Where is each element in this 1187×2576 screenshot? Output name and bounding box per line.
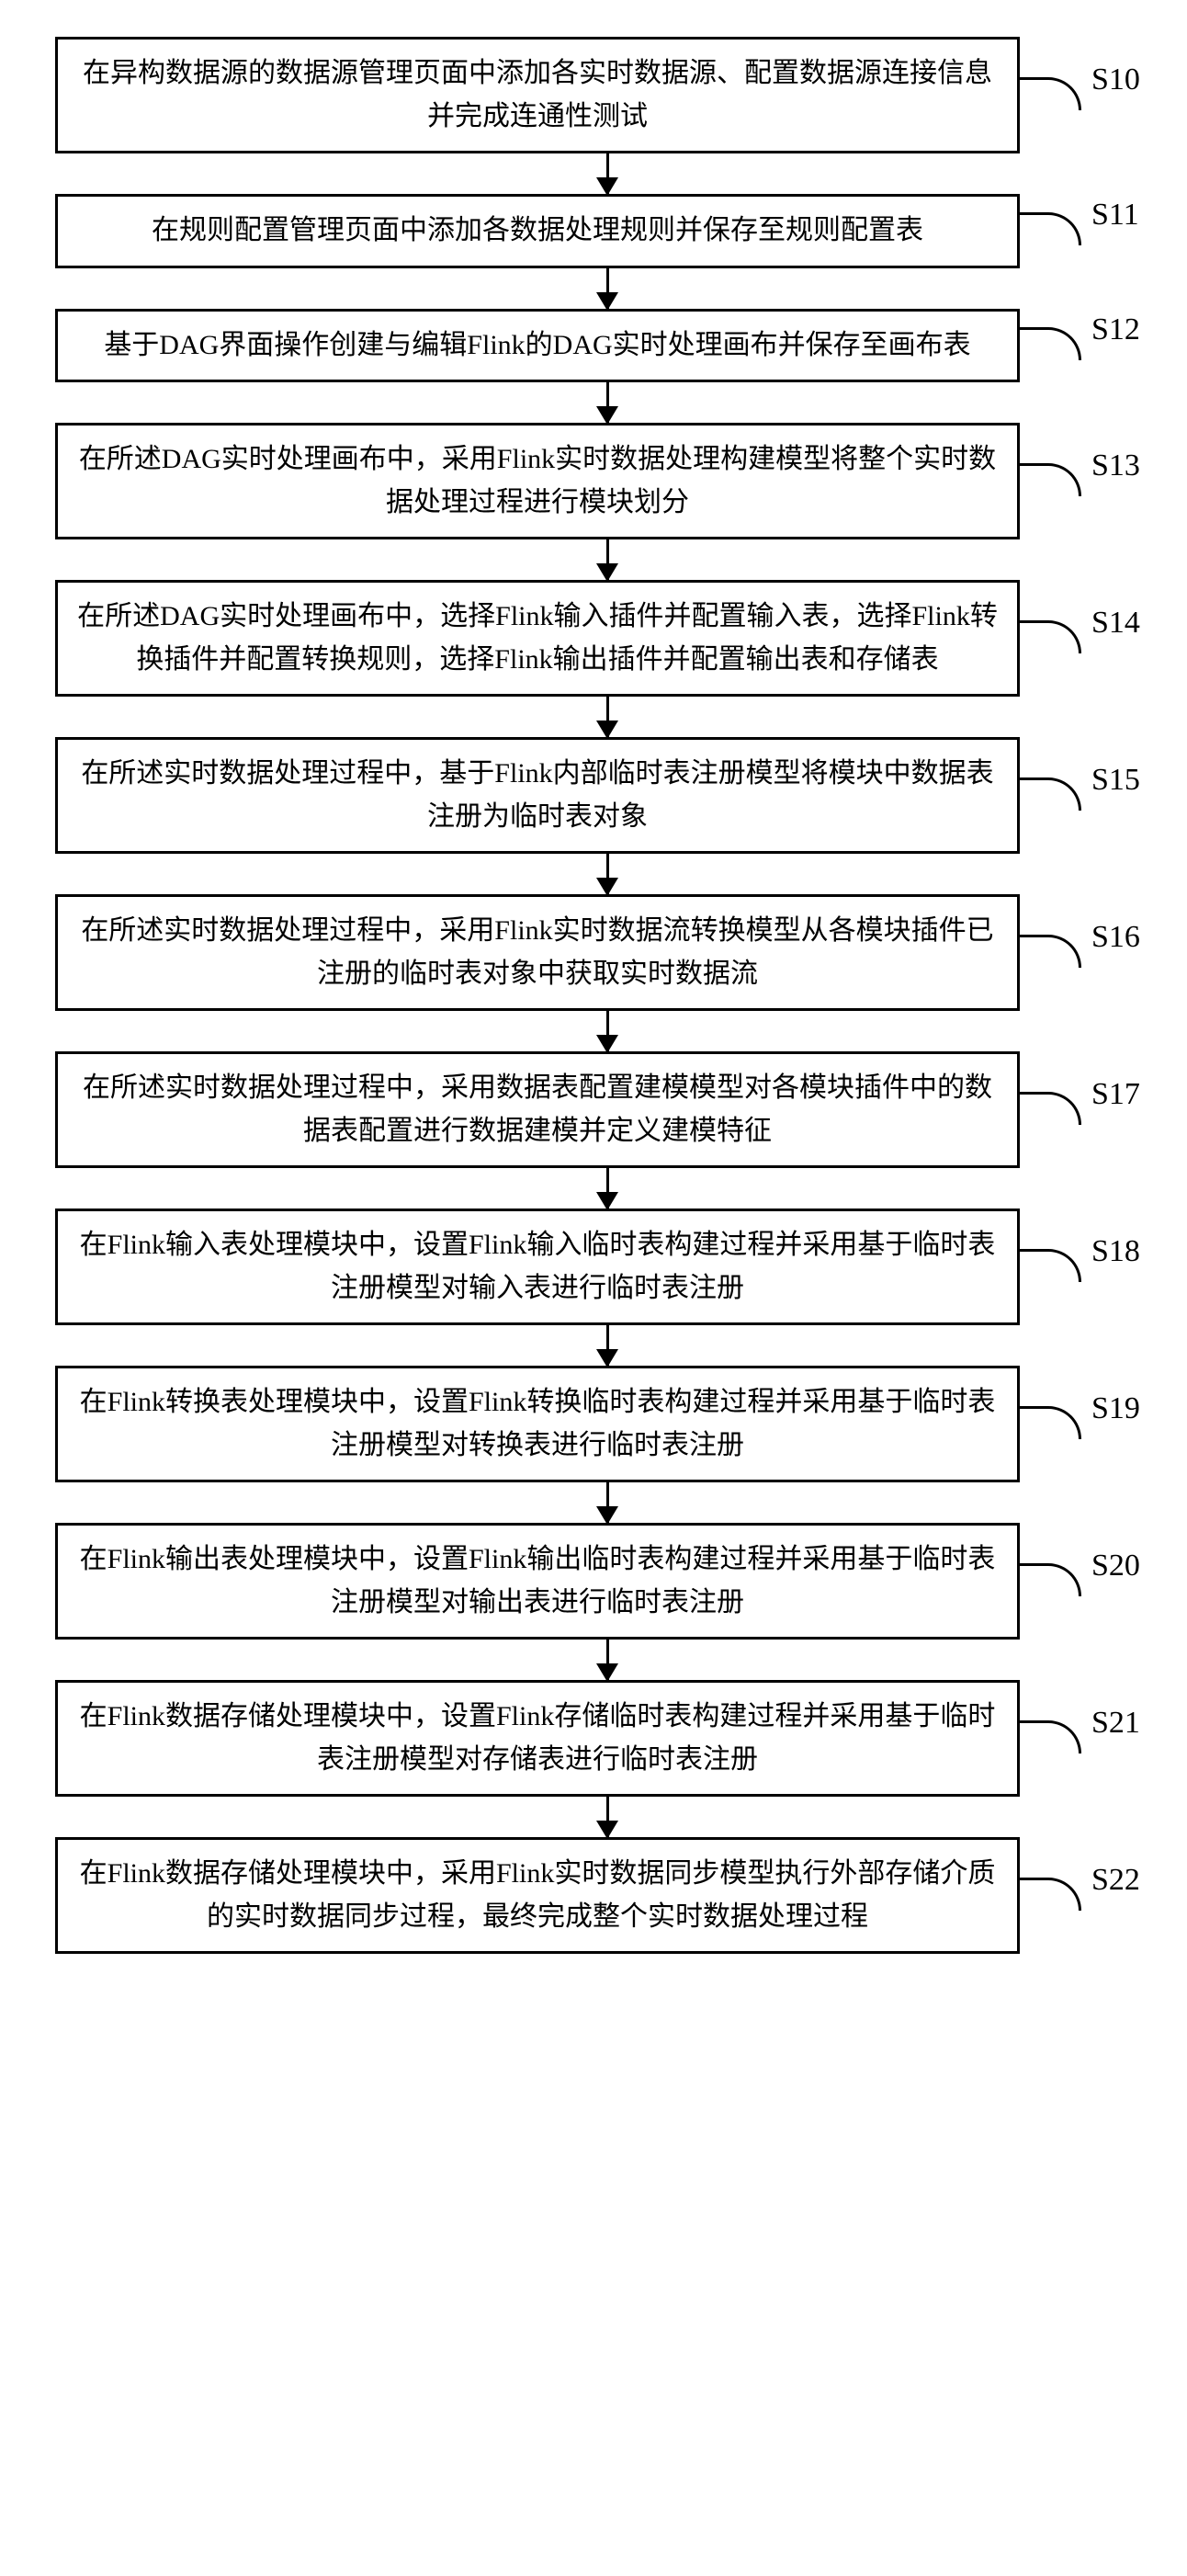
arrow	[125, 697, 1090, 737]
label-column: S17	[1020, 1083, 1159, 1138]
step-row: 在Flink数据存储处理模块中，采用Flink实时数据同步模型执行外部存储介质的…	[28, 1837, 1159, 1954]
arrow-head-icon	[596, 878, 618, 896]
label-column: S13	[1020, 454, 1159, 509]
step-label: S17	[1091, 1077, 1140, 1112]
step-box: 在所述实时数据处理过程中，采用Flink实时数据流转换模型从各模块插件已注册的临…	[55, 894, 1020, 1011]
arrow	[125, 854, 1090, 894]
step-row: 在所述实时数据处理过程中，采用Flink实时数据流转换模型从各模块插件已注册的临…	[28, 894, 1159, 1011]
step-box: 在Flink数据存储处理模块中，采用Flink实时数据同步模型执行外部存储介质的…	[55, 1837, 1020, 1954]
arrow-head-icon	[596, 1663, 618, 1682]
step-label: S20	[1091, 1549, 1140, 1583]
arrow	[125, 382, 1090, 423]
label-column: S19	[1020, 1397, 1159, 1452]
step-box: 在所述DAG实时处理画布中，采用Flink实时数据处理构建模型将整个实时数据处理…	[55, 423, 1020, 539]
step-label: S18	[1091, 1234, 1140, 1269]
step-box: 在所述实时数据处理过程中，采用数据表配置建模模型对各模块插件中的数据表配置进行数…	[55, 1051, 1020, 1168]
step-row: 在所述DAG实时处理画布中，选择Flink输入插件并配置输入表，选择Flink转…	[28, 580, 1159, 697]
step-label: S10	[1091, 62, 1140, 97]
connector-curve	[1017, 1406, 1081, 1439]
arrow	[125, 153, 1090, 194]
connector-curve	[1017, 77, 1081, 110]
step-label: S12	[1091, 312, 1140, 347]
arrow-head-icon	[596, 721, 618, 739]
step-box: 在所述DAG实时处理画布中，选择Flink输入插件并配置输入表，选择Flink转…	[55, 580, 1020, 697]
step-box: 在Flink输出表处理模块中，设置Flink输出临时表构建过程并采用基于临时表注…	[55, 1523, 1020, 1640]
arrow-head-icon	[596, 1349, 618, 1367]
label-column: S21	[1020, 1711, 1159, 1766]
arrow	[125, 1482, 1090, 1523]
connector-curve	[1017, 777, 1081, 811]
label-column: S20	[1020, 1554, 1159, 1609]
label-column: S14	[1020, 611, 1159, 666]
arrow	[125, 1797, 1090, 1837]
step-label: S16	[1091, 920, 1140, 955]
label-column: S15	[1020, 768, 1159, 823]
arrow-head-icon	[596, 292, 618, 311]
arrow	[125, 1325, 1090, 1366]
connector-curve	[1017, 1249, 1081, 1282]
arrow	[125, 539, 1090, 580]
connector-curve	[1017, 327, 1081, 360]
label-column: S16	[1020, 925, 1159, 981]
step-row: 在Flink输出表处理模块中，设置Flink输出临时表构建过程并采用基于临时表注…	[28, 1523, 1159, 1640]
step-row: 在所述DAG实时处理画布中，采用Flink实时数据处理构建模型将整个实时数据处理…	[28, 423, 1159, 539]
step-box: 在异构数据源的数据源管理页面中添加各实时数据源、配置数据源连接信息并完成连通性测…	[55, 37, 1020, 153]
step-box: 在Flink输入表处理模块中，设置Flink输入临时表构建过程并采用基于临时表注…	[55, 1209, 1020, 1325]
flowchart: 在异构数据源的数据源管理页面中添加各实时数据源、配置数据源连接信息并完成连通性测…	[28, 37, 1159, 1954]
step-label: S15	[1091, 763, 1140, 798]
label-column: S10	[1020, 68, 1159, 123]
step-row: 在Flink输入表处理模块中，设置Flink输入临时表构建过程并采用基于临时表注…	[28, 1209, 1159, 1325]
step-row: 在所述实时数据处理过程中，采用数据表配置建模模型对各模块插件中的数据表配置进行数…	[28, 1051, 1159, 1168]
label-column: S12	[1020, 318, 1159, 373]
step-label: S11	[1091, 198, 1139, 233]
step-row: 在异构数据源的数据源管理页面中添加各实时数据源、配置数据源连接信息并完成连通性测…	[28, 37, 1159, 153]
connector-curve	[1017, 935, 1081, 968]
arrow	[125, 1011, 1090, 1051]
label-column: S22	[1020, 1868, 1159, 1923]
step-box: 在Flink转换表处理模块中，设置Flink转换临时表构建过程并采用基于临时表注…	[55, 1366, 1020, 1482]
connector-curve	[1017, 1878, 1081, 1911]
arrow-head-icon	[596, 1821, 618, 1839]
connector-curve	[1017, 620, 1081, 653]
arrow-head-icon	[596, 177, 618, 196]
step-box: 基于DAG界面操作创建与编辑Flink的DAG实时处理画布并保存至画布表	[55, 309, 1020, 383]
connector-curve	[1017, 212, 1081, 245]
step-row: 在Flink转换表处理模块中，设置Flink转换临时表构建过程并采用基于临时表注…	[28, 1366, 1159, 1482]
label-column: S11	[1020, 203, 1159, 258]
arrow-head-icon	[596, 1192, 618, 1210]
step-row: 在规则配置管理页面中添加各数据处理规则并保存至规则配置表S11	[28, 194, 1159, 268]
connector-curve	[1017, 1563, 1081, 1596]
step-label: S19	[1091, 1391, 1140, 1426]
arrow-head-icon	[596, 1035, 618, 1053]
step-label: S22	[1091, 1863, 1140, 1898]
step-box: 在规则配置管理页面中添加各数据处理规则并保存至规则配置表	[55, 194, 1020, 268]
step-row: 基于DAG界面操作创建与编辑Flink的DAG实时处理画布并保存至画布表S12	[28, 309, 1159, 383]
arrow-head-icon	[596, 563, 618, 582]
label-column: S18	[1020, 1240, 1159, 1295]
connector-curve	[1017, 1720, 1081, 1753]
arrow-head-icon	[596, 406, 618, 425]
arrow-head-icon	[596, 1506, 618, 1525]
connector-curve	[1017, 463, 1081, 496]
arrow	[125, 1168, 1090, 1209]
step-box: 在Flink数据存储处理模块中，设置Flink存储临时表构建过程并采用基于临时表…	[55, 1680, 1020, 1797]
step-box: 在所述实时数据处理过程中，基于Flink内部临时表注册模型将模块中数据表注册为临…	[55, 737, 1020, 854]
step-label: S21	[1091, 1706, 1140, 1741]
arrow	[125, 268, 1090, 309]
step-row: 在Flink数据存储处理模块中，设置Flink存储临时表构建过程并采用基于临时表…	[28, 1680, 1159, 1797]
arrow	[125, 1640, 1090, 1680]
connector-curve	[1017, 1092, 1081, 1125]
step-label: S13	[1091, 448, 1140, 483]
step-row: 在所述实时数据处理过程中，基于Flink内部临时表注册模型将模块中数据表注册为临…	[28, 737, 1159, 854]
step-label: S14	[1091, 606, 1140, 641]
